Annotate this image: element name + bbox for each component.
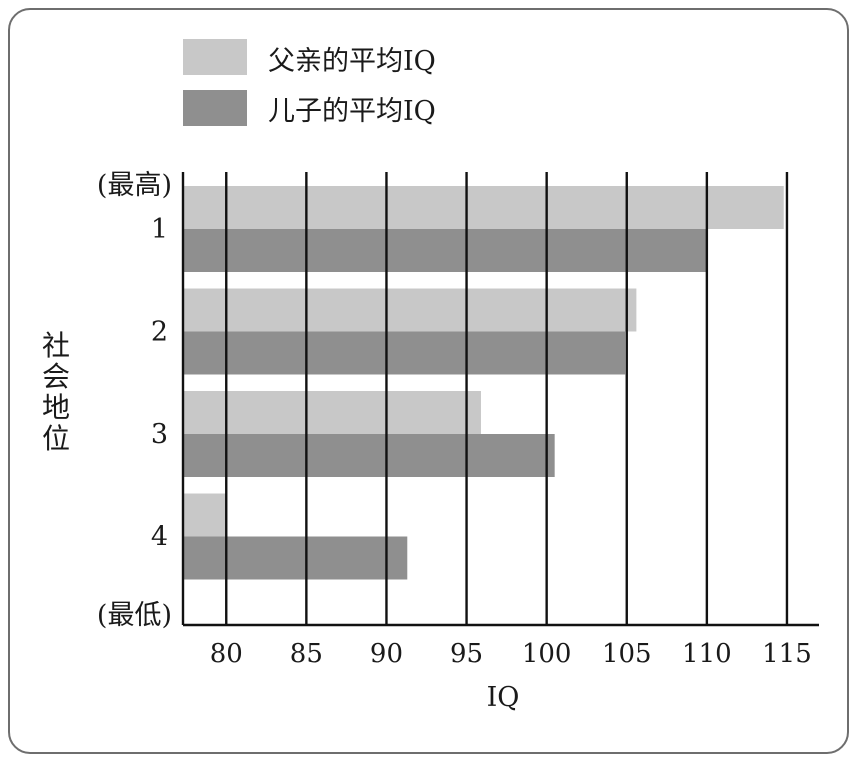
bar-sons-1: [183, 229, 707, 272]
grid-lines: [225, 172, 789, 625]
x-tick-label-100: 100: [522, 639, 572, 669]
bar-fathers-3: [183, 391, 481, 434]
axes: [181, 172, 819, 627]
bar-fathers-4: [183, 493, 227, 537]
x-tick-label-85: 85: [290, 639, 323, 669]
x-tick-label-90: 90: [370, 639, 403, 669]
y-category-label-1: 1: [151, 214, 168, 245]
bar-sons-2: [183, 331, 626, 375]
y-bottom-annotation: (最低): [97, 600, 172, 631]
bar-fathers-2: [183, 288, 637, 332]
legend-label-fathers: 父亲的平均IQ: [268, 46, 436, 77]
y-category-label-3: 3: [151, 419, 168, 450]
x-tick-label-80: 80: [210, 639, 243, 669]
x-tick-label-110: 110: [682, 639, 732, 669]
x-tick-labels: 80 85 90 95 100 105 110 115: [210, 639, 812, 669]
legend-swatch-sons: [183, 90, 247, 126]
legend-swatch-fathers: [183, 39, 247, 75]
bars-group: [183, 186, 784, 580]
chart-frame: [8, 8, 849, 754]
y-category-label-2: 2: [151, 317, 168, 348]
x-tick-label-95: 95: [450, 639, 483, 669]
bar-sons-4: [183, 536, 408, 580]
x-tick-label-105: 105: [602, 639, 652, 669]
y-category-labels: 1 2 3 4: [151, 214, 168, 553]
bar-fathers-1: [183, 186, 784, 229]
legend-label-sons: 儿子的平均IQ: [268, 96, 436, 127]
y-top-annotation: (最高): [97, 170, 172, 201]
x-tick-label-115: 115: [762, 639, 812, 669]
legend: 父亲的平均IQ 儿子的平均IQ: [183, 39, 436, 127]
bar-sons-3: [183, 434, 555, 477]
y-category-label-4: 4: [151, 522, 168, 553]
x-axis-title: IQ: [487, 682, 520, 713]
y-axis-title: 社会地位: [42, 329, 70, 455]
